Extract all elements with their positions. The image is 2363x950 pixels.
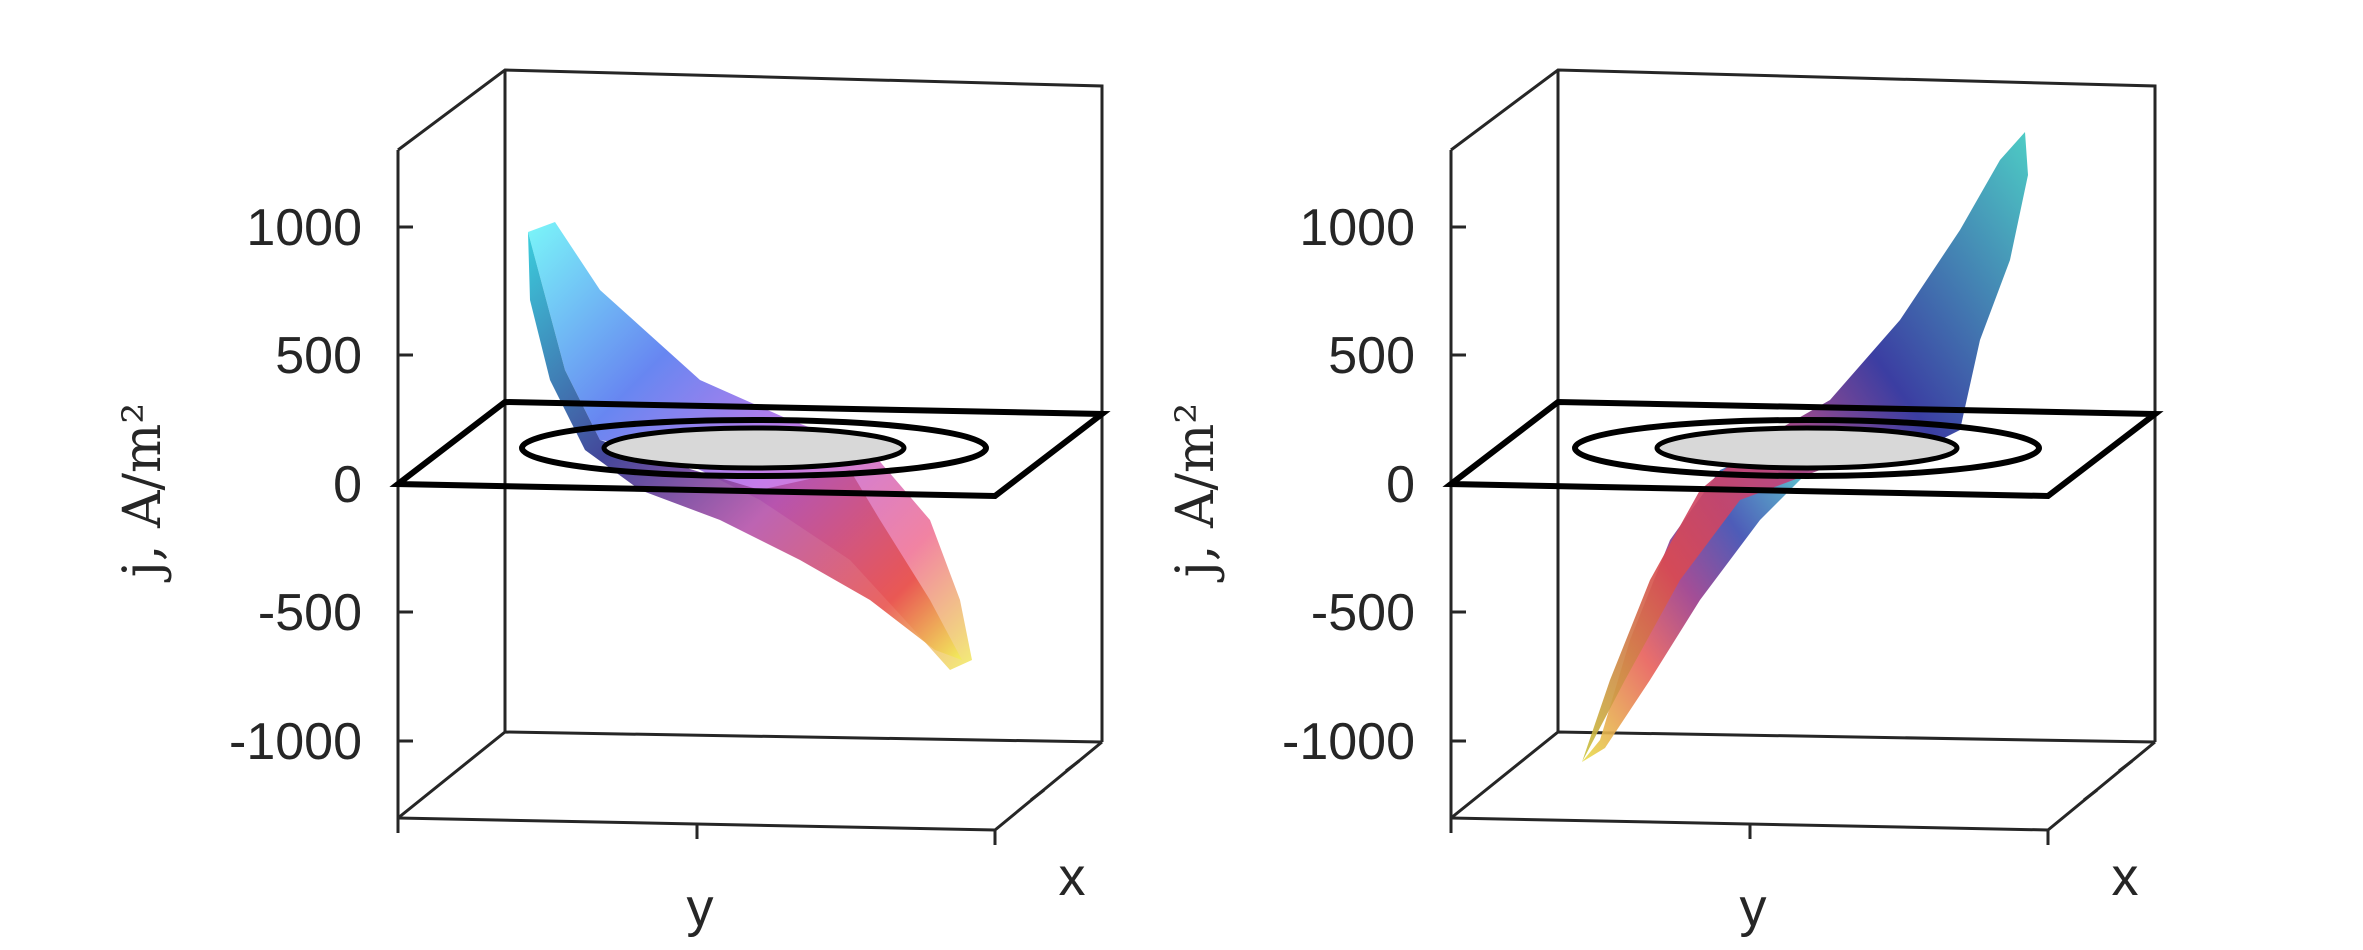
surface-lower xyxy=(1582,440,1810,762)
z-tick-label: 1000 xyxy=(246,199,362,257)
inner-disk xyxy=(601,425,907,471)
z-tick-label: 1000 xyxy=(1299,199,1415,257)
reference-plane xyxy=(389,398,1111,500)
right-surface-plot: 1000 500 0 -500 -1000 j, A/m² y x xyxy=(1166,68,2164,938)
surface-lower xyxy=(528,232,962,660)
z-tick-label: -500 xyxy=(1311,584,1415,642)
y-axis-label: y xyxy=(1740,878,1767,938)
z-tick-label: 500 xyxy=(1328,327,1415,385)
left-surface-plot: 1000 500 0 -500 -1000 j, A/m² y x xyxy=(113,68,1111,938)
z-tick-label: 0 xyxy=(1386,456,1415,514)
z-tick-label: -1000 xyxy=(229,713,362,771)
z-tick-label: 0 xyxy=(333,456,362,514)
z-axis-label: j, A/m² xyxy=(1166,403,1226,582)
inner-disk xyxy=(1654,425,1960,471)
x-axis-label: x xyxy=(2112,847,2139,907)
y-axis-label: y xyxy=(687,878,714,938)
z-tick-label: -1000 xyxy=(1282,713,1415,771)
x-axis-label: x xyxy=(1059,847,1086,907)
z-tick-labels: 1000 500 0 -500 -1000 xyxy=(1282,199,1415,771)
z-axis-label: j, A/m² xyxy=(113,403,173,582)
z-tick-label: 500 xyxy=(275,327,362,385)
z-tick-label: -500 xyxy=(258,584,362,642)
z-tick-labels: 1000 500 0 -500 -1000 xyxy=(229,199,362,771)
reference-plane xyxy=(1442,398,2164,500)
